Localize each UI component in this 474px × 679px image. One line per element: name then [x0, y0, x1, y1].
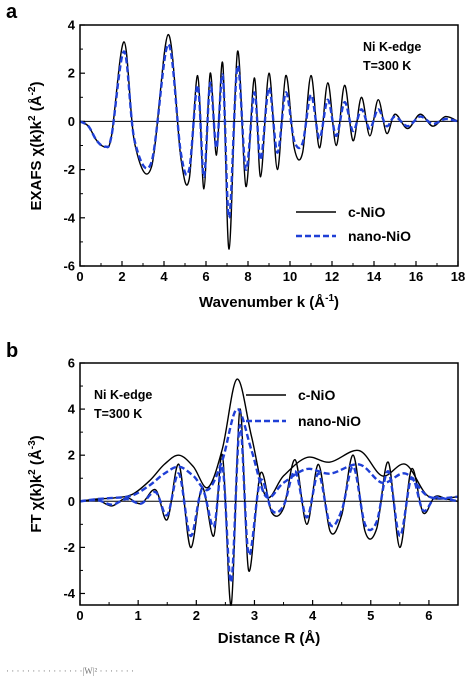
b-x-tick-label: 3 — [251, 608, 258, 623]
panel-b-y-axis-label-end: ) — [28, 435, 45, 440]
b-y-tick-label: 4 — [68, 402, 76, 417]
panel-a-annotation-line1: Ni K-edge — [363, 40, 421, 54]
panel-b-y-axis-label-main: FT χ(k)k — [28, 474, 45, 532]
a-x-tick-label: 6 — [202, 269, 209, 284]
panel-b-legend: c-NiO nano-NiO — [246, 387, 361, 429]
b-x-tick-label: 0 — [76, 608, 83, 623]
a-y-tick-label: 4 — [68, 18, 76, 33]
a-series-c-nio-line — [79, 33, 459, 250]
panel-a-y-axis-label-sup2: -2 — [27, 86, 38, 95]
panel-b-annotation-line2: T=300 K — [94, 407, 142, 421]
panel-b-annotation-line1: Ni K-edge — [94, 388, 152, 402]
b-y-tick-label: -4 — [63, 586, 75, 601]
a-x-tick-label: 2 — [118, 269, 125, 284]
panel-a-y-axis-label-main: EXAFS χ(k)k — [28, 120, 45, 210]
panel-b-x-axis-label: Distance R (Å) — [218, 630, 321, 647]
b-y-tick-label: 6 — [68, 356, 75, 371]
panel-a-y-axis-label-sup: 2 — [27, 115, 38, 121]
panel-b-y-axis-label-mid: (Å — [28, 449, 45, 469]
panel-b-y-axis-label-sup: 2 — [27, 469, 38, 475]
a-x-tick-label: 18 — [451, 269, 465, 284]
a-x-tick-label: 12 — [325, 269, 339, 284]
panel-b-y-axis-label: FT χ(k)k2 (Å-3) — [27, 435, 45, 532]
panel-a-x-axis-label: Wavenumber k (Å-1) — [199, 293, 339, 311]
a-y-tick-label: -4 — [63, 210, 75, 225]
b-y-tick-label: -2 — [63, 540, 75, 555]
panel-a-legend-c-nio-label: c-NiO — [348, 204, 385, 220]
panel-b-frame — [79, 362, 459, 606]
caption-fragment: · · · · · · · · · · · · · · ·|W|² · · · … — [6, 666, 134, 676]
a-y-tick-label: 0 — [68, 114, 75, 129]
panel-a-legend-nano-nio-label: nano-NiO — [348, 228, 411, 244]
panel-b-legend-nano-nio-label: nano-NiO — [298, 413, 361, 429]
panel-a-plot-area — [79, 33, 459, 250]
b-y-tick-label: 2 — [68, 448, 75, 463]
a-x-tick-label: 14 — [367, 269, 382, 284]
a-y-tick-label: -6 — [63, 259, 75, 274]
b-x-tick-label: 6 — [425, 608, 432, 623]
a-x-tick-label: 8 — [244, 269, 251, 284]
b-x-tick-label: 4 — [309, 608, 317, 623]
panel-a-y-axis-label-end: ) — [28, 82, 45, 87]
b-series-nano-nio-line-0 — [79, 407, 459, 503]
panel-b: b 0 1 2 3 4 5 6 -4 -2 0 2 4 6 Ni K-edge T=300 K c-Ni… — [6, 340, 459, 647]
panel-b-letter: b — [6, 340, 18, 362]
panel-a-ticks: 0 2 4 6 8 10 12 14 16 18 -6 -4 -2 0 2 4 — [63, 18, 465, 285]
panel-a-letter: a — [6, 1, 18, 23]
panel-a-legend: c-NiO nano-NiO — [296, 204, 411, 244]
panel-a-x-axis-label-main: Wavenumber k (Å — [199, 294, 325, 311]
panel-a-y-axis-label: EXAFS χ(k)k2 (Å-2) — [27, 82, 45, 211]
b-series-c-nio-line-0 — [79, 378, 459, 502]
panel-a-frame — [79, 24, 459, 267]
a-x-tick-label: 10 — [283, 269, 297, 284]
b-x-tick-label: 2 — [193, 608, 200, 623]
b-y-tick-label: 0 — [68, 494, 75, 509]
panel-b-plot-area — [79, 378, 459, 606]
b-series-nano-nio-line-1 — [79, 423, 459, 584]
a-y-tick-label: -2 — [63, 162, 75, 177]
a-series-nano-nio-line — [79, 43, 459, 220]
a-x-tick-label: 0 — [76, 269, 83, 284]
panel-a-x-axis-label-end: ) — [334, 294, 339, 311]
a-x-tick-label: 16 — [409, 269, 423, 284]
panel-a-y-axis-label-mid: (Å — [28, 95, 45, 115]
panel-a: a 0 2 4 6 8 10 12 14 16 18 -6 -4 -2 0 2 4 Ni K-edge T=3… — [6, 1, 465, 311]
a-x-tick-label: 4 — [160, 269, 168, 284]
panel-b-y-axis-label-sup2: -3 — [27, 440, 38, 449]
panel-b-legend-c-nio-label: c-NiO — [298, 387, 335, 403]
a-y-tick-label: 2 — [68, 66, 75, 81]
panel-a-annotation-line2: T=300 K — [363, 59, 411, 73]
b-x-tick-label: 5 — [367, 608, 374, 623]
panel-a-x-axis-label-sup: -1 — [325, 293, 334, 304]
b-x-tick-label: 1 — [135, 608, 142, 623]
